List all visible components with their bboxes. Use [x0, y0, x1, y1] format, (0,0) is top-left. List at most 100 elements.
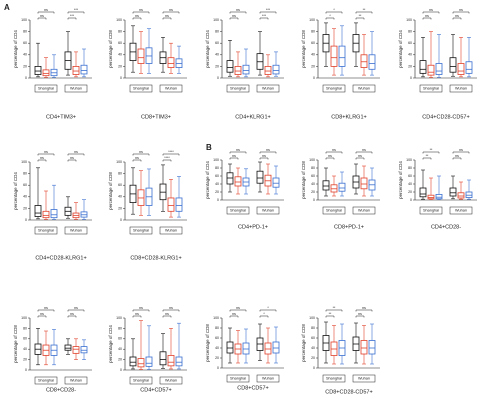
significance-bracket	[325, 17, 335, 20]
group-label-box	[322, 206, 346, 215]
significance-bracket	[37, 309, 55, 312]
panel-title: CD8+CD28-	[46, 387, 76, 393]
y-axis-label: percentage of CD4	[205, 30, 210, 68]
y-tick-label: 100	[213, 158, 219, 162]
y-axis-label: percentage of CD8	[108, 30, 113, 68]
significance-label: *	[333, 8, 335, 12]
significance-bracket	[259, 157, 269, 160]
panel-title: CD8+CD57+	[237, 385, 269, 391]
box	[264, 66, 272, 75]
y-tick-label: 20	[408, 190, 412, 194]
significance-bracket	[422, 151, 440, 154]
significance-label: ns	[429, 8, 433, 12]
y-tick-label: 40	[311, 346, 315, 350]
y-axis-label: percentage of CD8	[13, 325, 18, 363]
panel-title: CD4+CD57+	[140, 387, 172, 393]
significance-bracket	[132, 153, 150, 156]
group-label-box	[64, 226, 88, 235]
box	[435, 193, 443, 200]
box	[457, 192, 465, 199]
y-tick-label: 20	[23, 206, 27, 210]
group-label: Wuhan	[358, 87, 370, 91]
significance-bracket	[67, 153, 85, 156]
y-tick-label: 80	[408, 30, 412, 34]
significance-bracket	[37, 159, 47, 162]
y-tick-label: 40	[408, 53, 412, 57]
box	[272, 177, 280, 188]
group-label: Wuhan	[262, 209, 274, 213]
significance-bracket	[67, 11, 85, 14]
significance-label: ns	[139, 8, 143, 12]
significance-label: ns	[236, 8, 240, 12]
y-tick-label: 60	[311, 174, 315, 178]
y-tick-label: 0	[217, 76, 219, 80]
box	[50, 209, 58, 219]
significance-label: **	[363, 8, 366, 12]
significance-label: ns	[236, 148, 240, 152]
group-label-box	[226, 206, 250, 215]
significance-bracket	[259, 11, 277, 14]
box	[419, 60, 427, 74]
y-tick-label: 80	[311, 326, 315, 330]
significance-bracket	[452, 11, 470, 14]
panel-title: CD4+KLRG1+	[235, 114, 270, 120]
group-label-box	[419, 84, 443, 93]
y-tick-label: 20	[215, 190, 219, 194]
significance-bracket	[229, 157, 239, 160]
group-label: Shanghai	[423, 209, 439, 213]
y-tick-label: 40	[23, 347, 27, 351]
box	[419, 187, 427, 198]
y-tick-label: 60	[215, 174, 219, 178]
significance-bracket	[67, 309, 85, 312]
y-tick-label: 20	[118, 358, 122, 362]
y-axis-label: percentage of CD4	[398, 30, 403, 68]
y-tick-label: 20	[118, 64, 122, 68]
y-axis-label: percentage of CD4	[108, 325, 113, 363]
y-tick-label: 80	[215, 326, 219, 330]
significance-bracket	[67, 315, 77, 318]
group-label-box	[34, 376, 58, 385]
significance-bracket	[37, 17, 47, 20]
box	[427, 64, 435, 76]
box	[226, 172, 234, 185]
group-label: Shanghai	[133, 229, 149, 233]
significance-bracket	[132, 315, 142, 318]
box	[159, 351, 167, 366]
significance-label: ns	[328, 154, 332, 158]
y-tick-label: 100	[309, 18, 315, 22]
significance-bracket	[325, 11, 343, 14]
significance-label: ns	[455, 14, 459, 18]
y-tick-label: 0	[313, 366, 315, 370]
group-label-box	[352, 374, 376, 383]
significance-label: ns	[262, 154, 266, 158]
significance-label: **	[426, 154, 429, 158]
group-label: Wuhan	[70, 379, 82, 383]
y-tick-label: 100	[406, 18, 412, 22]
y-tick-label: 60	[215, 336, 219, 340]
y-axis-label: percentage of CD8	[301, 324, 306, 362]
y-tick-label: 0	[217, 366, 219, 370]
significance-bracket	[162, 309, 180, 312]
box	[234, 176, 242, 187]
significance-bracket	[37, 153, 55, 156]
box	[330, 184, 338, 193]
significance-bracket	[325, 157, 335, 160]
significance-bracket	[162, 159, 172, 162]
group-label-box	[159, 376, 183, 385]
box	[368, 54, 376, 70]
significance-label: ns	[135, 14, 139, 18]
group-label-box	[352, 84, 376, 93]
y-tick-label: 60	[23, 41, 27, 45]
significance-bracket	[132, 11, 150, 14]
box	[242, 64, 250, 75]
box	[427, 194, 435, 200]
box	[338, 182, 346, 192]
y-tick-label: 80	[311, 30, 315, 34]
significance-bracket	[259, 315, 269, 318]
y-tick-label: 20	[311, 64, 315, 68]
group-label-box	[256, 84, 280, 93]
significance-bracket	[325, 151, 343, 154]
panel-label: A	[4, 3, 10, 12]
y-tick-label: 60	[23, 183, 27, 187]
significance-label: ns	[165, 14, 169, 18]
